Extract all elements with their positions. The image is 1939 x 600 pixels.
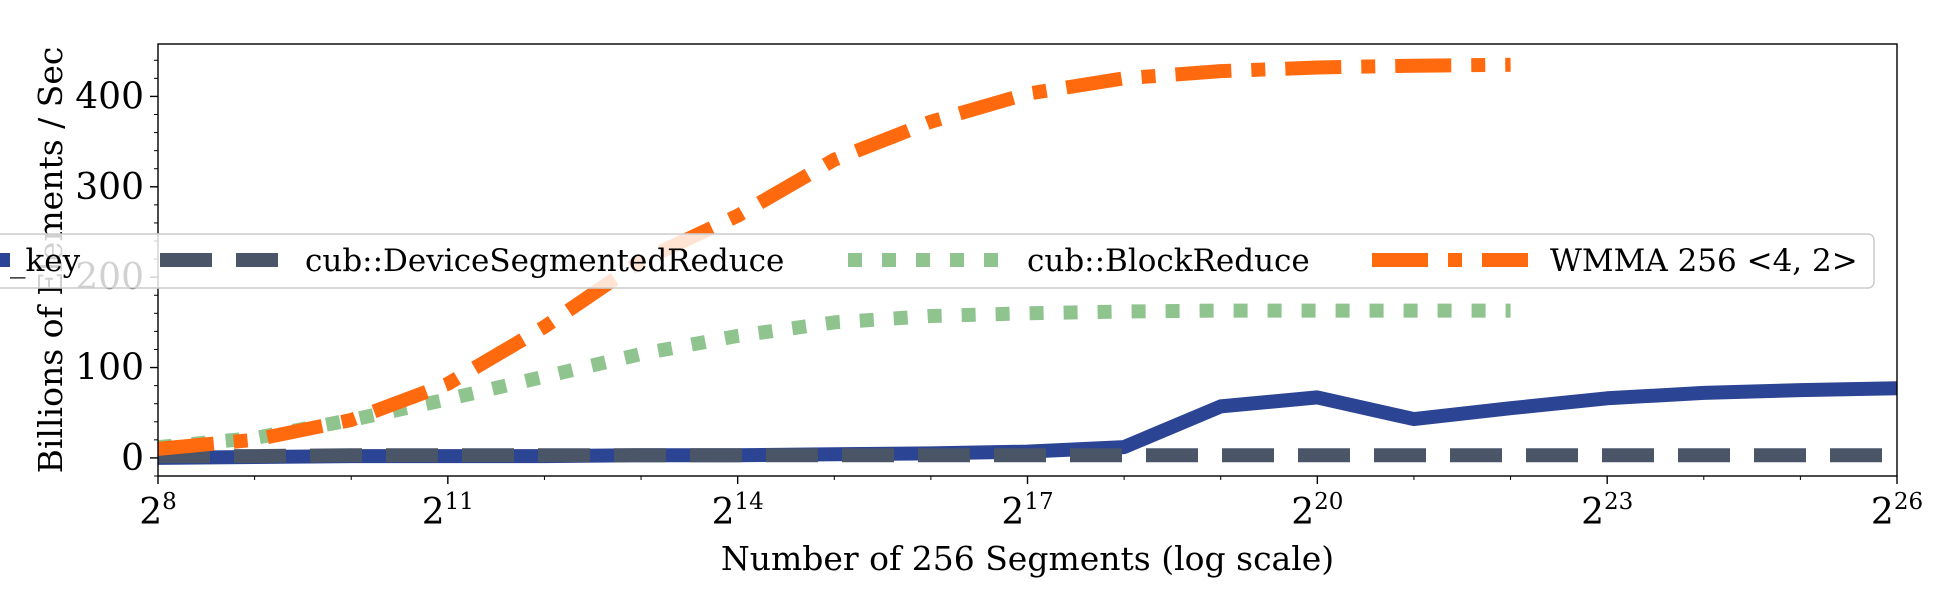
x-tick-base: 2 [1001,492,1024,533]
x-tick-exponent: 23 [1604,489,1633,515]
series-line-3 [157,303,1511,455]
y-tick-label: 400 [75,76,144,117]
x-tick-base: 2 [422,492,445,533]
y-tick-label: 0 [121,438,144,479]
x-tick-label: 226 [1871,489,1923,533]
legend-label-3: cub::BlockReduce [1027,243,1310,279]
legend-box [0,233,1875,289]
series-line-4 [157,57,1511,456]
ticks-layer: 282112142172202232260100200300400 [75,59,1923,533]
x-tick-base: 2 [139,492,162,533]
x-tick-base: 2 [1581,492,1604,533]
legend-label-1: _key [10,243,81,279]
x-tick-exponent: 17 [1024,489,1053,515]
x-tick-exponent: 26 [1894,489,1923,515]
legend-label-4: WMMA 256 <4, 2> [1550,243,1858,279]
x-tick-base: 2 [1291,492,1314,533]
legend: _key cub::DeviceSegmentedReduce cub::Block… [0,233,1875,289]
series-line-2 [158,448,1897,464]
x-tick-exponent: 14 [734,489,763,515]
x-tick-label: 217 [1001,489,1053,533]
x-tick-label: 28 [139,489,177,533]
x-tick-exponent: 11 [445,489,474,515]
x-tick-base: 2 [1871,492,1894,533]
x-tick-exponent: 8 [162,489,177,515]
x-tick-label: 223 [1581,489,1633,533]
series-layer [157,57,1898,465]
y-tick-label: 300 [75,167,144,208]
legend-label-2: cub::DeviceSegmentedReduce [305,243,784,279]
x-tick-label: 214 [712,489,764,533]
x-tick-label: 211 [422,489,474,533]
x-tick-label: 220 [1291,489,1343,533]
x-tick-base: 2 [712,492,735,533]
x-tick-exponent: 20 [1314,489,1343,515]
y-tick-label: 100 [75,348,144,389]
legend-items: _key cub::DeviceSegmentedReduce cub::Block… [0,243,1858,279]
x-axis-label: Number of 256 Segments (log scale) [721,539,1334,578]
